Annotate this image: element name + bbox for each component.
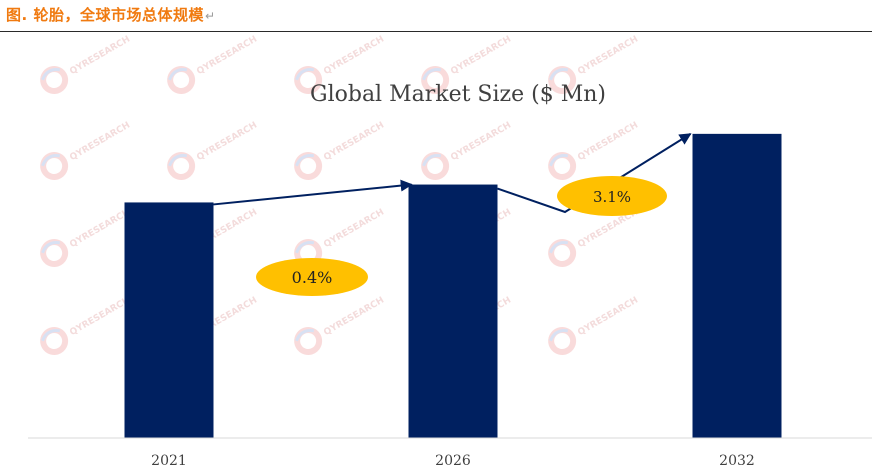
watermark-text: QYRESEARCH xyxy=(449,120,513,163)
figure-caption-text: 轮胎，全球市场总体规模 xyxy=(33,6,204,24)
x-tick-2021: 2021 xyxy=(151,453,187,469)
watermark-text: QYRESEARCH xyxy=(576,295,640,338)
watermark-logo: QYRESEARCH xyxy=(40,295,132,355)
watermark-logo: QYRESEARCH xyxy=(40,120,132,180)
watermark-logo: QYRESEARCH xyxy=(294,295,386,355)
bar-2026 xyxy=(408,184,498,438)
watermark-text: QYRESEARCH xyxy=(322,207,386,250)
bar-2021 xyxy=(124,202,214,438)
watermark-text: QYRESEARCH xyxy=(195,34,259,77)
watermark-logo: QYRESEARCH xyxy=(421,120,513,180)
watermark-text: QYRESEARCH xyxy=(322,295,386,338)
growth-bubble-1 xyxy=(256,258,368,296)
bar-2032 xyxy=(692,133,782,438)
watermark-text: QYRESEARCH xyxy=(576,120,640,163)
watermark-logo: QYRESEARCH xyxy=(167,34,259,94)
x-tick-2026: 2026 xyxy=(435,453,471,469)
watermark-logo: QYRESEARCH xyxy=(294,120,386,180)
growth-arrow-1 xyxy=(213,179,413,206)
watermark-text: QYRESEARCH xyxy=(322,34,386,77)
watermark-text: QYRESEARCH xyxy=(576,34,640,77)
watermark-logo: QYRESEARCH xyxy=(548,120,640,180)
watermark-logo: QYRESEARCH xyxy=(40,34,132,94)
watermark-logo: QYRESEARCH xyxy=(40,207,132,267)
watermark-text: QYRESEARCH xyxy=(449,34,513,77)
x-tick-labels: 2021 2026 2032 xyxy=(151,453,755,469)
caption-divider xyxy=(0,31,872,32)
watermark-logo: QYRESEARCH xyxy=(548,295,640,355)
x-tick-2032: 2032 xyxy=(719,453,755,469)
figure-caption: 图. 轮胎，全球市场总体规模↵ xyxy=(6,4,216,25)
watermark-text: QYRESEARCH xyxy=(68,295,132,338)
figure-caption-label: 图. xyxy=(6,6,28,24)
watermark-text: QYRESEARCH xyxy=(68,120,132,163)
chart-title: Global Market Size ($ Mn) xyxy=(310,82,606,107)
bars-layer xyxy=(124,133,782,438)
growth-annotations: 0.4% 3.1% xyxy=(213,133,692,296)
watermark-text: QYRESEARCH xyxy=(322,120,386,163)
growth-label-1: 0.4% xyxy=(292,268,333,287)
watermark-text: QYRESEARCH xyxy=(195,120,259,163)
watermark-text: QYRESEARCH xyxy=(68,207,132,250)
return-mark-icon: ↵ xyxy=(204,9,216,23)
watermark-text: QYRESEARCH xyxy=(68,34,132,77)
growth-bubble-2 xyxy=(557,176,667,216)
watermark-logo: QYRESEARCH xyxy=(167,120,259,180)
growth-arrow-2 xyxy=(497,133,692,214)
growth-label-2: 3.1% xyxy=(593,188,631,206)
